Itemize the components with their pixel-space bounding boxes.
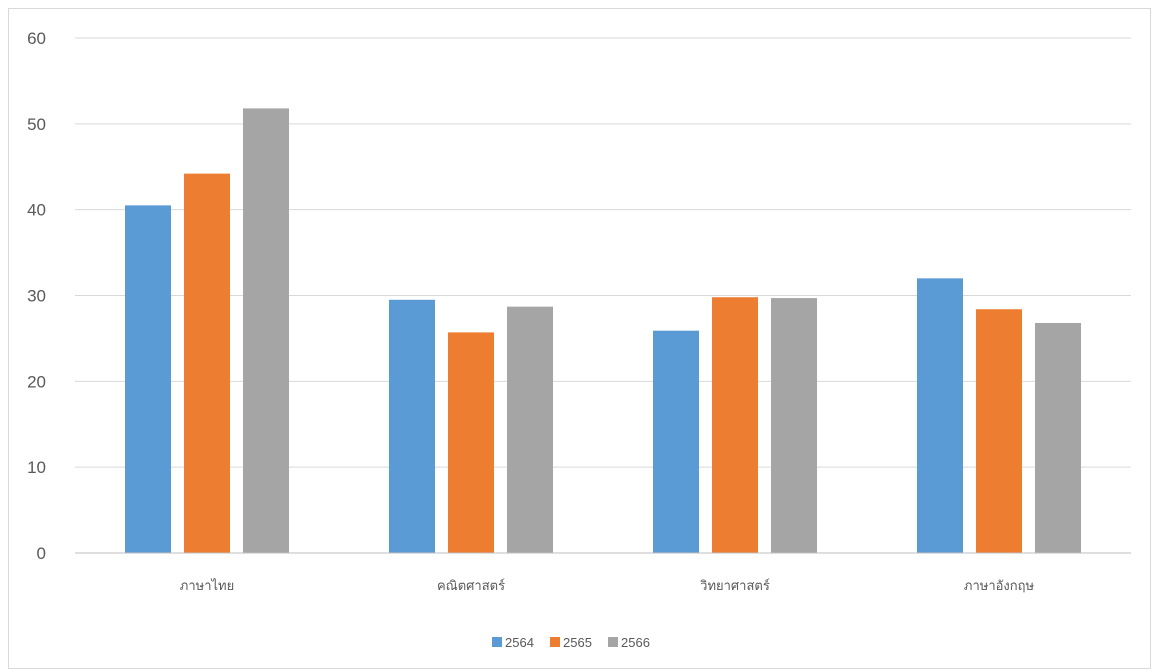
bar-2564-2 xyxy=(653,330,699,553)
legend-label: 2564 xyxy=(505,635,534,650)
bar-2565-3 xyxy=(976,309,1022,553)
legend-swatch-2566 xyxy=(608,637,618,647)
legend: 2564 2565 2566 xyxy=(492,635,650,650)
category-label: วิทยาศาสตร์ xyxy=(699,578,769,594)
y-tick-label: 50 xyxy=(27,115,46,134)
bars xyxy=(125,108,1081,553)
bar-2566-0 xyxy=(243,108,289,553)
category-label: คณิตศาสตร์ xyxy=(437,578,505,594)
y-tick-label: 40 xyxy=(27,201,46,220)
bar-2565-0 xyxy=(184,173,230,553)
legend-swatch-2564 xyxy=(492,637,502,647)
bar-2564-3 xyxy=(917,278,963,553)
bar-2565-1 xyxy=(448,332,494,553)
bar-2565-2 xyxy=(712,297,758,553)
legend-label: 2566 xyxy=(621,635,650,650)
gridlines xyxy=(75,37,1131,468)
y-tick-label: 0 xyxy=(37,544,46,563)
y-tick-label: 20 xyxy=(27,372,46,391)
bar-2564-1 xyxy=(389,299,435,553)
y-tick-label: 10 xyxy=(27,458,46,477)
bar-2564-0 xyxy=(125,205,171,553)
legend-swatch-2565 xyxy=(550,637,560,647)
y-tick-label: 60 xyxy=(27,29,46,48)
category-label: ภาษาอังกฤษ xyxy=(964,579,1035,594)
category-label: ภาษาไทย xyxy=(180,578,234,594)
bar-2566-2 xyxy=(771,298,817,553)
y-tick-label: 30 xyxy=(27,287,46,306)
legend-label: 2565 xyxy=(563,635,592,650)
bar-2566-1 xyxy=(507,306,553,553)
category-labels: ภาษาไทย คณิตศาสตร์ วิทยาศาสตร์ ภาษาอังกฤษ xyxy=(180,578,1035,594)
bar-2566-3 xyxy=(1035,322,1081,553)
y-axis-ticks: 0 10 20 30 40 50 60 xyxy=(27,29,46,563)
